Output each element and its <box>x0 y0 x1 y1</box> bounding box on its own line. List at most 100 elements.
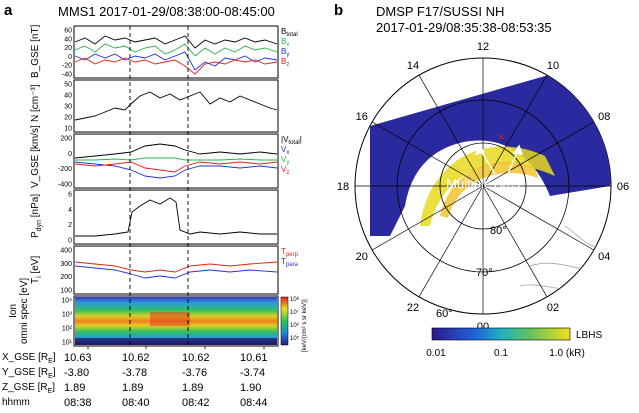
spec-frame <box>73 295 279 347</box>
ylabel-spec: Ion omni spec [eV] <box>8 277 30 344</box>
panel-a-title: MMS1 2017-01-29/08:38:00-08:45:00 <box>58 4 275 19</box>
ylabel-ti: Ti [eV] <box>30 255 43 284</box>
mlt-label: 04 <box>598 251 610 263</box>
ephemeris-value: 1.89 <box>122 382 144 394</box>
arc-arrows <box>474 144 524 175</box>
ytick-label: 400 <box>60 248 72 255</box>
multiple-arcs-label: Multiple Arcs <box>446 176 520 191</box>
ephemeris-value: 10.62 <box>182 352 210 364</box>
ephemeris-value: 08:42 <box>182 397 210 409</box>
panel-a-letter: a <box>4 2 13 19</box>
ytick-label: 100 <box>60 288 72 295</box>
legend-entry: Tperp <box>281 247 299 258</box>
legend-entry: |Vtotal| <box>281 135 302 146</box>
colorbar-tick: 10⁶ <box>290 322 300 329</box>
ytick-label: 40 <box>64 36 72 43</box>
ephemeris-value: -3.78 <box>122 367 148 379</box>
n-frame <box>73 79 279 133</box>
mlt-label: 12 <box>477 41 489 53</box>
lbhs-tick-0: 0.01 <box>426 348 446 359</box>
mlt-radial <box>482 185 595 251</box>
lbhs-tick-1: 0.1 <box>494 348 508 359</box>
ytick-label: 20 <box>64 115 72 122</box>
mlt-radial <box>371 185 484 251</box>
auroral-arc-inner <box>440 161 538 218</box>
ytick-label: 0 <box>68 151 72 158</box>
ephemeris-row: Y_GSE [RE] -3.80 -3.78 -3.76 -3.74 <box>2 367 302 381</box>
vx-trace <box>74 161 278 179</box>
mlt-label: 10 <box>547 60 559 72</box>
mlt-label: 16 <box>356 111 368 123</box>
ytick-label: -40 <box>62 72 72 79</box>
btotal-trace <box>74 35 278 49</box>
ephemeris-label: Y_GSE [RE] <box>2 367 56 380</box>
legend-entry: Tpara <box>281 257 299 268</box>
vtotal-trace <box>74 143 278 159</box>
ytick-label: 30 <box>64 104 72 111</box>
vy-trace <box>75 157 277 161</box>
panel-b-title-line1: DMSP F17/SUSSI NH <box>376 4 505 19</box>
mlt-label: 14 <box>407 60 419 72</box>
density-trace <box>74 91 278 121</box>
ephemeris-value: 10.62 <box>122 352 150 364</box>
mlt-label: 22 <box>407 302 419 314</box>
lat-label-80: 80° <box>490 225 507 237</box>
ytick-label: 200 <box>60 136 72 143</box>
mlt-radial <box>418 74 484 187</box>
legend-entry: Vy <box>281 155 289 166</box>
ephemeris-value: 1.90 <box>240 382 262 394</box>
ylabel-vgse: V_GSE [km/s] <box>30 125 41 188</box>
bgse-frame <box>73 25 279 79</box>
ytick-label: 0 <box>68 238 72 245</box>
legend-entry: By <box>281 47 289 58</box>
spectrogram-colorbar <box>280 296 289 346</box>
ytick-label: 50 <box>64 82 72 89</box>
vgse-frame <box>73 133 279 189</box>
mlt-radial <box>418 185 484 298</box>
ytick-label: -400 <box>58 182 72 189</box>
ytick-label: 4 <box>68 207 72 214</box>
colorbar-tick: 10⁵ <box>290 335 300 342</box>
ytick-label: 40 <box>64 93 72 100</box>
auroral-arc-outer <box>420 146 555 226</box>
ytick-label: 300 <box>60 261 72 268</box>
ephemeris-value: -3.74 <box>240 367 266 379</box>
ephemeris-value: 08:44 <box>240 397 268 409</box>
vz-trace <box>74 161 278 173</box>
legend-entry: Bx <box>281 37 289 48</box>
ytick-label: 200 <box>60 274 72 281</box>
ytick-label: 10² <box>62 326 73 333</box>
ytick-label: 10¹ <box>62 340 73 347</box>
bz-trace <box>74 57 278 75</box>
ytick-label: 10⁴ <box>61 298 72 305</box>
ephemeris-label: X_GSE [RE] <box>2 352 56 365</box>
bx-trace <box>74 43 278 57</box>
mlt-radial <box>482 74 548 187</box>
ytick-label: 60 <box>64 28 72 35</box>
ephemeris-row: Z_GSE [RE] 1.89 1.89 1.89 1.90 <box>2 382 302 396</box>
lat-label-60: 60° <box>436 308 453 320</box>
ephemeris-value: 08:38 <box>64 397 92 409</box>
ylabel-n: N [cm⁻³] <box>30 84 41 122</box>
mlt-radial <box>482 185 548 298</box>
mlt-label: 08 <box>598 111 610 123</box>
mlt-label: 02 <box>547 302 559 314</box>
ephemeris-value: -3.80 <box>64 367 90 379</box>
by-trace <box>74 51 278 71</box>
mlt-radial <box>482 121 595 187</box>
ephemeris-label: hhmm <box>2 397 30 408</box>
legend-entry: Vx <box>281 145 289 156</box>
ephemeris-value: -3.76 <box>182 367 208 379</box>
ytick-label: -200 <box>58 166 72 173</box>
tpara-trace <box>74 265 278 279</box>
ephemeris-row: hhmm 08:38 08:40 08:42 08:44 <box>2 397 302 411</box>
ylabel-bgse: B_GSE [nT] <box>30 24 41 78</box>
dmsp-swath <box>370 66 611 236</box>
lbhs-colorbar-label: LBHS <box>576 330 602 341</box>
ephemeris-value: 10.61 <box>240 352 268 364</box>
ytick-label: 6 <box>68 192 72 199</box>
mlt-radial <box>371 121 484 187</box>
legend-entry: Bz <box>281 57 289 68</box>
